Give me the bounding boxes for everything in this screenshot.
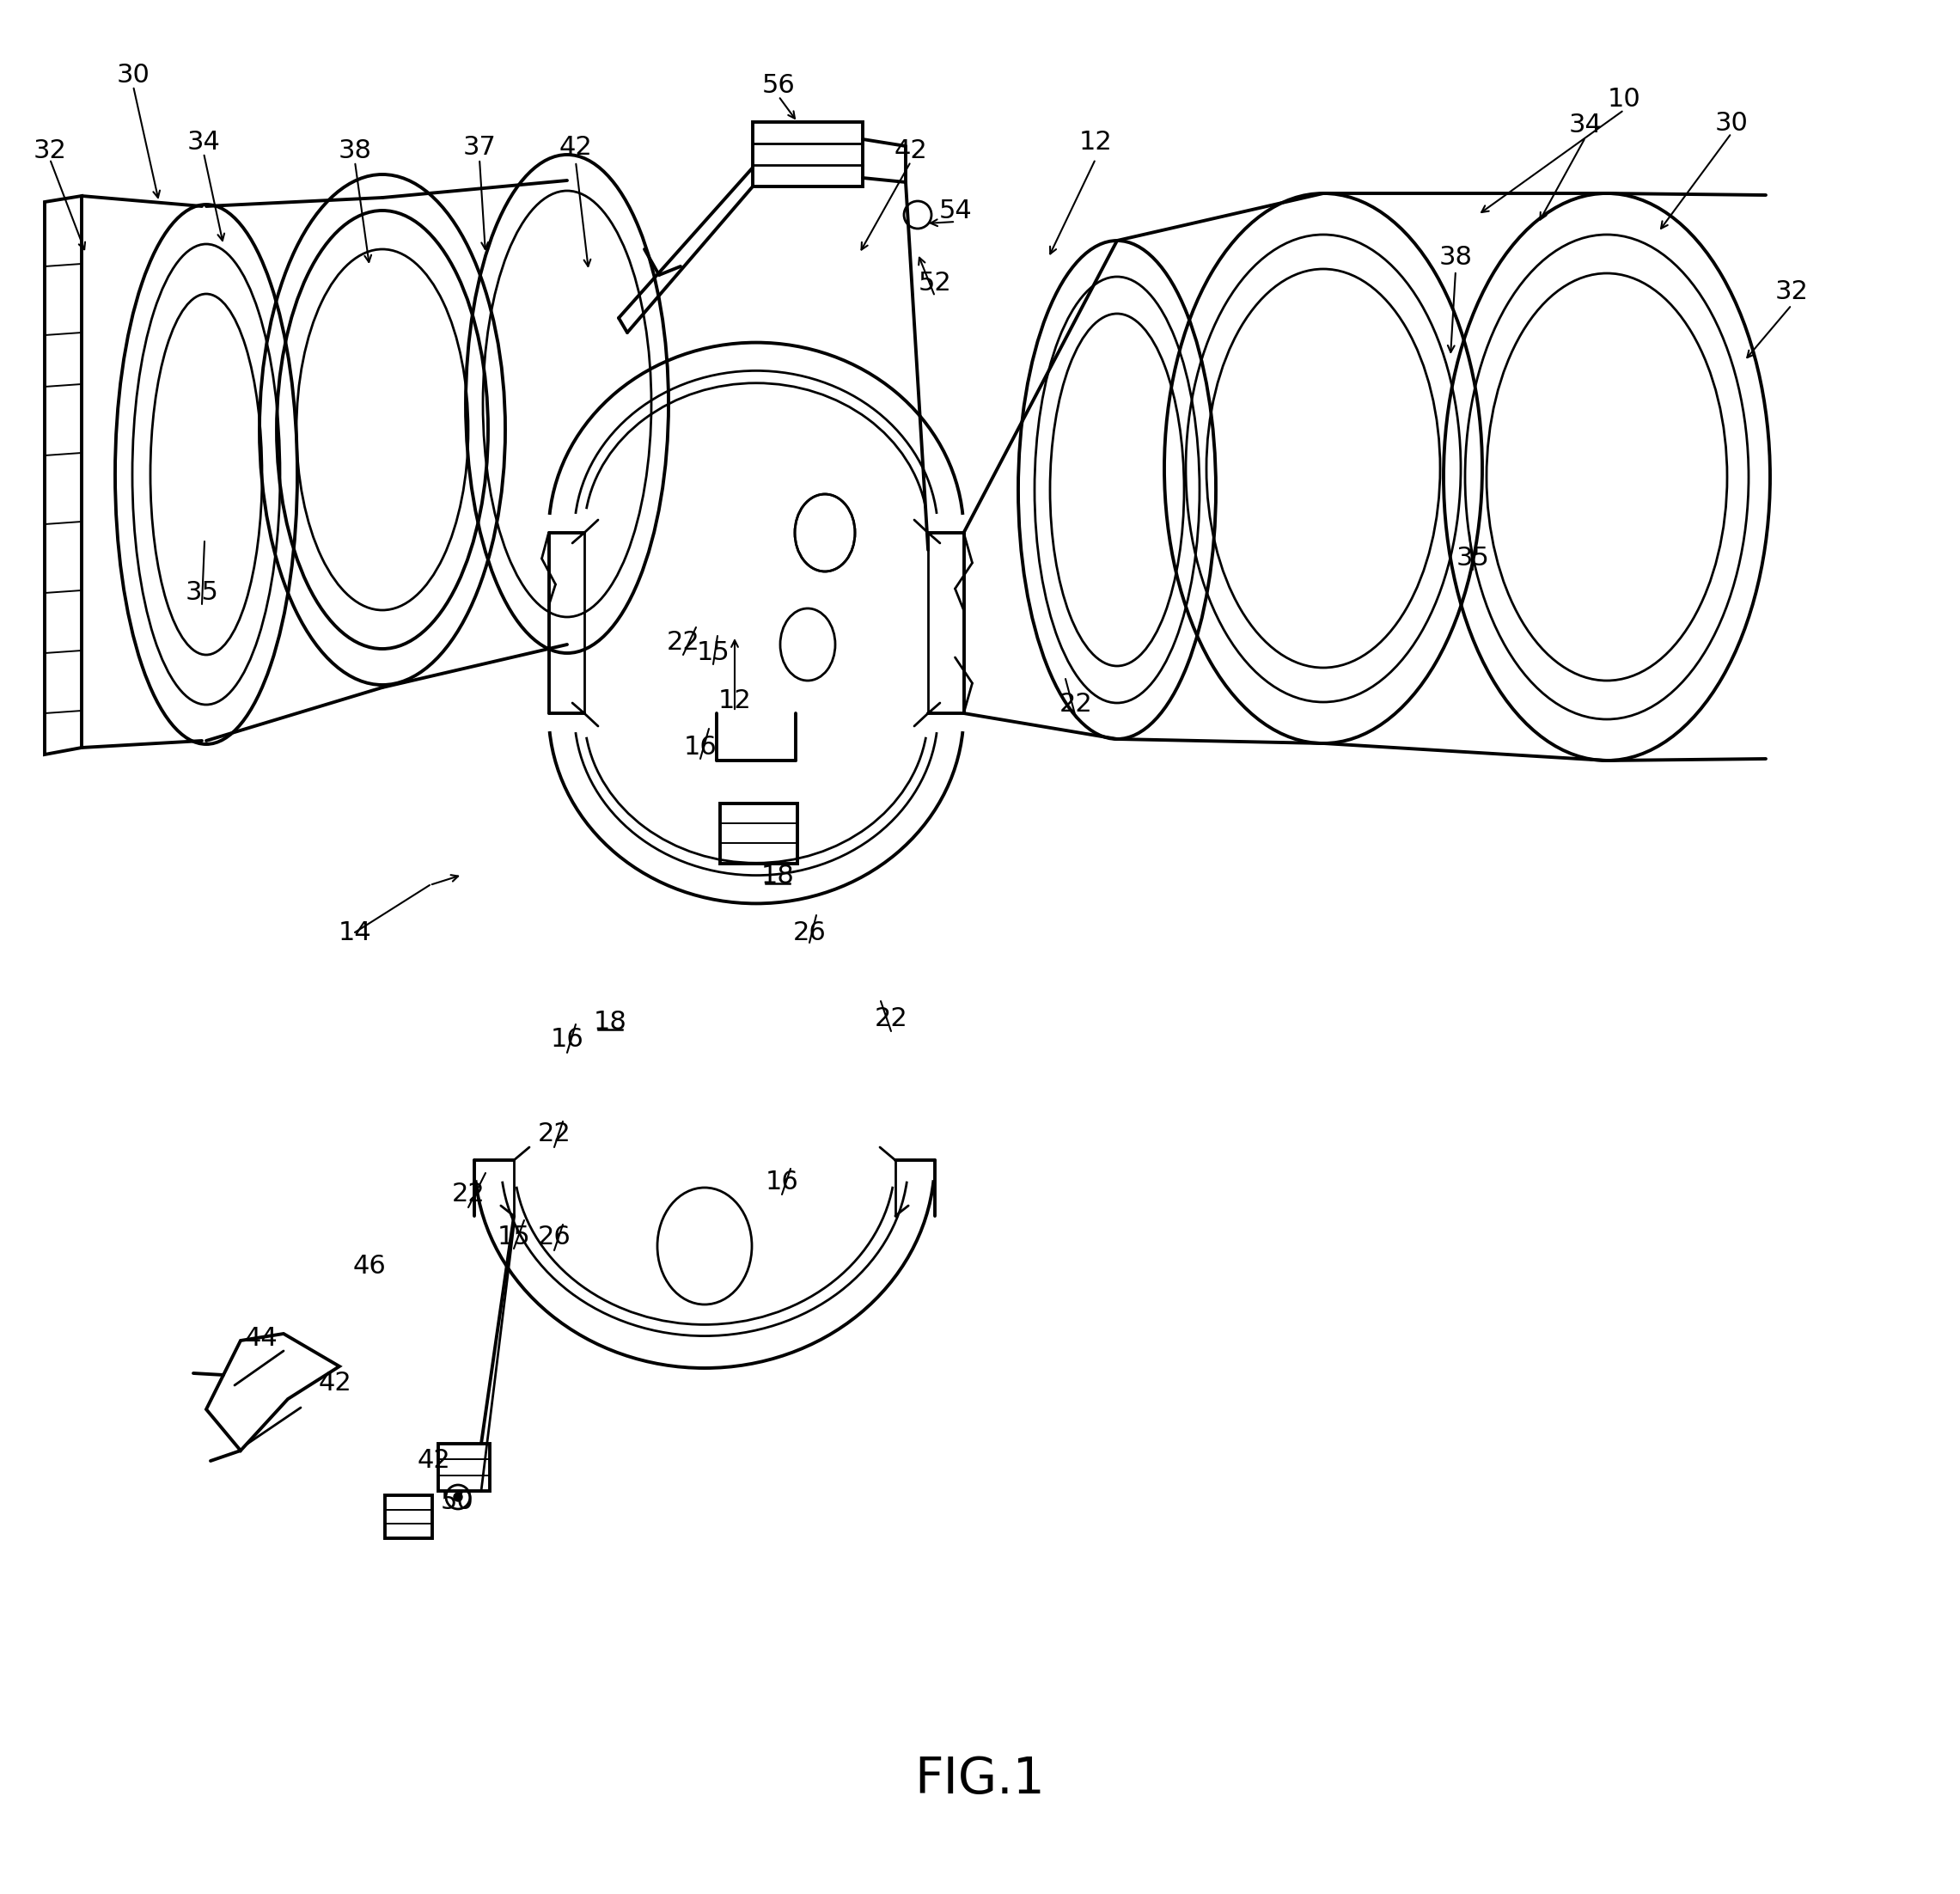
Text: 16: 16: [684, 735, 717, 759]
Text: 52: 52: [917, 271, 951, 295]
Text: 10: 10: [1607, 87, 1641, 112]
Text: 37: 37: [463, 134, 496, 161]
Text: 15: 15: [498, 1225, 531, 1250]
Text: 30: 30: [116, 63, 149, 89]
Text: 42: 42: [894, 138, 927, 163]
Text: 34: 34: [1568, 112, 1601, 136]
Text: 26: 26: [537, 1225, 570, 1250]
Text: 26: 26: [792, 920, 825, 945]
Text: 32: 32: [33, 138, 67, 163]
Text: 22: 22: [874, 1006, 907, 1030]
Text: 38: 38: [339, 138, 372, 163]
Text: 22: 22: [537, 1121, 570, 1146]
Text: 42: 42: [417, 1449, 451, 1474]
Text: 35: 35: [186, 580, 220, 606]
Text: 18: 18: [594, 1010, 627, 1036]
Text: 38: 38: [1439, 246, 1472, 271]
Text: 34: 34: [186, 129, 220, 153]
Text: 16: 16: [551, 1027, 584, 1053]
Text: 15: 15: [696, 640, 729, 665]
Text: FIG.1: FIG.1: [915, 1754, 1045, 1803]
Text: 32: 32: [1776, 280, 1809, 305]
Text: 44: 44: [245, 1326, 278, 1350]
Text: 35: 35: [1456, 545, 1490, 570]
Circle shape: [453, 1492, 463, 1502]
Text: 22: 22: [451, 1182, 484, 1206]
Text: 30: 30: [1715, 112, 1748, 136]
Text: 12: 12: [717, 688, 751, 712]
Text: 56: 56: [762, 74, 796, 98]
Text: 18: 18: [760, 864, 794, 888]
Text: 54: 54: [939, 199, 972, 223]
Text: 14: 14: [339, 920, 372, 945]
Text: 22: 22: [666, 631, 700, 655]
Text: 42: 42: [559, 134, 592, 161]
Text: 12: 12: [1078, 129, 1111, 153]
Text: 22: 22: [1058, 691, 1092, 718]
Text: 46: 46: [353, 1254, 386, 1278]
Text: 42: 42: [318, 1371, 351, 1396]
Text: 50: 50: [441, 1491, 474, 1515]
Text: 16: 16: [764, 1169, 798, 1193]
